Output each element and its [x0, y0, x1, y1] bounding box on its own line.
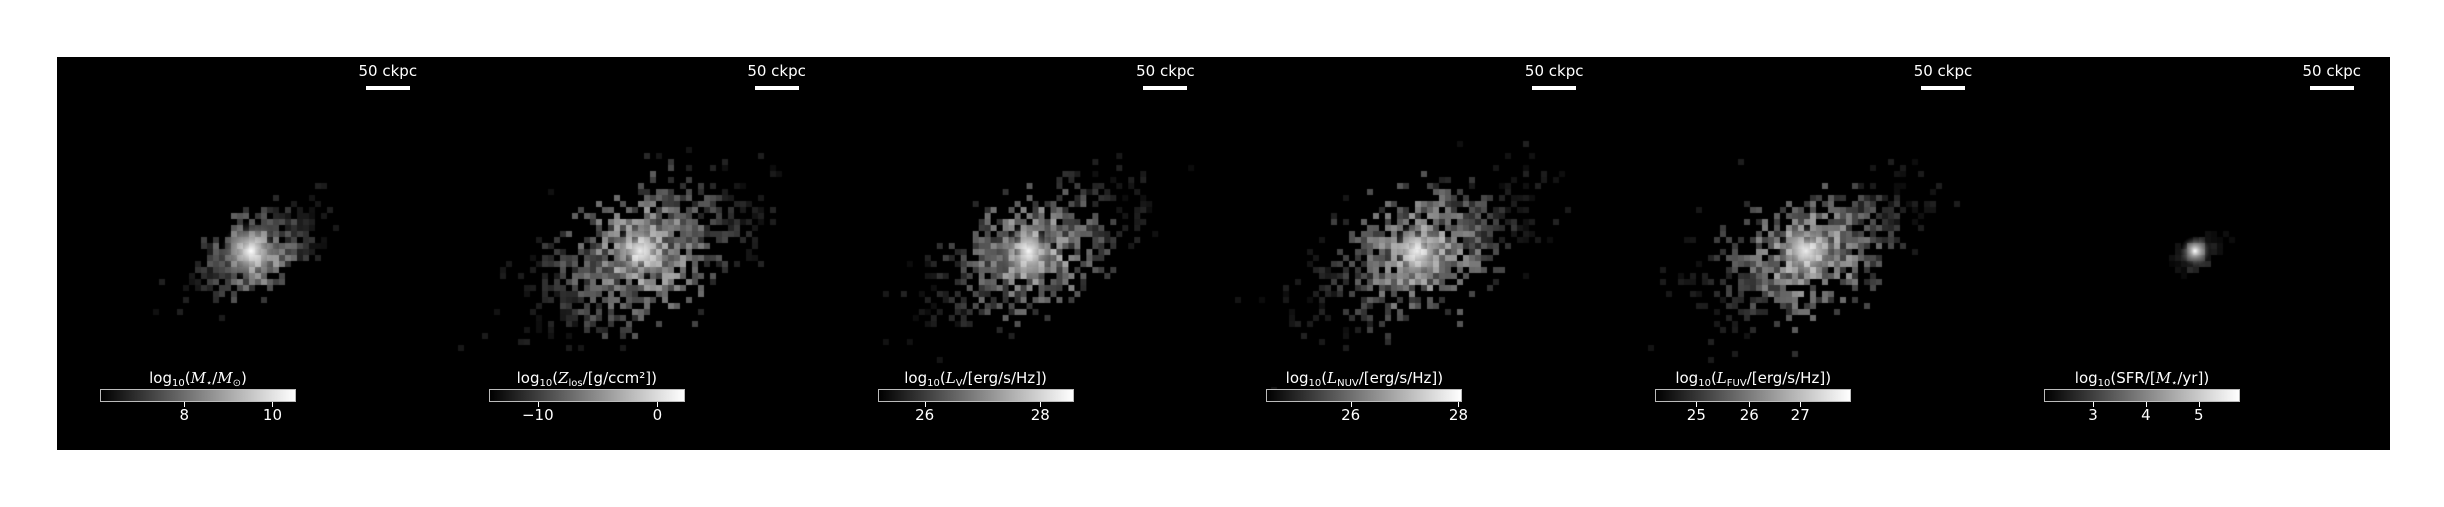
colorbar: log10(LNUV/[erg/s/Hz]) 26 28: [1266, 369, 1468, 424]
colorbar-tick: [272, 402, 274, 407]
galaxy-maps-strip: 50 ckpc log10(M⋆/M⊙) 8 10 50 ckpc log10(Z…: [57, 57, 2390, 450]
colorbar-tick-label: 28: [1448, 406, 1469, 424]
scale-bar-line: [754, 86, 799, 90]
colorbar-label: log10(LNUV/[erg/s/Hz]): [1285, 369, 1444, 389]
galaxy-map-panel-3: 50 ckpc log10(LV/[erg/s/Hz]) 26 28: [834, 57, 1224, 450]
colorbar-tick: [1458, 402, 1460, 407]
colorbar-tick: [537, 402, 539, 407]
scale-bar-label: 50 ckpc: [1524, 62, 1584, 80]
scale-bar-line: [1532, 86, 1577, 90]
colorbar-ticks: −10 0: [489, 402, 685, 424]
colorbar-tick-label: −10: [521, 406, 554, 424]
colorbar-tick-label: 28: [1030, 406, 1050, 424]
colorbar-tick: [2198, 402, 2200, 407]
colorbar-gradient: [488, 389, 685, 402]
colorbar-tick: [1800, 402, 1802, 407]
colorbar-tick-label: 3: [2088, 406, 2098, 424]
colorbar-gradient: [877, 389, 1074, 402]
colorbar-tick: [2092, 402, 2094, 407]
colorbar-label: log10(SFR/[M⋆/yr]): [2074, 369, 2210, 389]
colorbar-ticks: 3 4 5: [2044, 402, 2240, 424]
galaxy-pixel-map: [1223, 57, 1613, 450]
colorbar-ticks: 26 28: [878, 402, 1074, 424]
scale-bar-label: 50 ckpc: [358, 62, 418, 80]
colorbar-gradient: [1266, 389, 1463, 402]
colorbar-tick: [1696, 402, 1698, 407]
colorbar-label: log10(M⋆/M⊙): [149, 369, 247, 389]
colorbar-tick-label: 26: [1341, 406, 1361, 424]
scale-bar-line: [2309, 86, 2354, 90]
colorbar: log10(M⋆/M⊙) 8 10: [100, 369, 296, 424]
scale-bar-label: 50 ckpc: [1913, 62, 1973, 80]
colorbar-ticks: 26 28: [1266, 402, 1468, 424]
colorbar-tick-label: 4: [2141, 406, 2151, 424]
galaxy-map-panel-4: 50 ckpc log10(LNUV/[erg/s/Hz]) 26 28: [1223, 57, 1613, 450]
colorbar-tick-label: 5: [2194, 406, 2204, 424]
colorbar-tick: [1040, 402, 1042, 407]
colorbar-ticks: 25 26 27: [1655, 402, 1851, 424]
galaxy-pixel-map: [1612, 57, 2001, 450]
colorbar-tick-label: 25: [1686, 406, 1706, 424]
colorbar: log10(SFR/[M⋆/yr]) 3 4 5: [2043, 369, 2240, 424]
colorbar-tick: [1350, 402, 1352, 407]
colorbar-label: log10(LV/[erg/s/Hz]): [904, 369, 1047, 389]
colorbar: log10(LFUV/[erg/s/Hz]) 25 26 27: [1655, 369, 1852, 424]
galaxy-pixel-map: [57, 57, 446, 450]
scale-bar: 50 ckpc: [1903, 62, 1983, 90]
colorbar-tick: [1749, 402, 1751, 407]
scale-bar-label: 50 ckpc: [747, 62, 806, 80]
colorbar-tick-label: 26: [915, 406, 935, 424]
colorbar-gradient: [1655, 389, 1852, 402]
colorbar-label: log10(Zlos/[g/ccm²]): [516, 369, 657, 389]
galaxy-map-panel-2: 50 ckpc log10(Zlos/[g/ccm²]) −10 0: [445, 57, 835, 450]
colorbar-gradient: [2043, 389, 2240, 402]
colorbar-label: log10(LFUV/[erg/s/Hz]): [1675, 369, 1832, 389]
scale-bar: 50 ckpc: [737, 62, 817, 90]
colorbar-tick-label: 0: [652, 406, 663, 424]
colorbar-tick-label: 10: [262, 406, 283, 424]
scale-bar: 50 ckpc: [2292, 62, 2372, 90]
colorbar-tick-label: 8: [179, 406, 190, 424]
colorbar-tick: [657, 402, 659, 407]
scale-bar-line: [1920, 86, 1965, 90]
scale-bar-line: [1143, 86, 1188, 90]
scale-bar: 50 ckpc: [1125, 62, 1205, 90]
scale-bar-label: 50 ckpc: [1136, 62, 1195, 80]
galaxy-pixel-map: [834, 57, 1224, 450]
scale-bar: 50 ckpc: [1514, 62, 1594, 90]
colorbar-tick-label: 26: [1739, 406, 1759, 424]
scale-bar: 50 ckpc: [348, 62, 428, 90]
colorbar-tick-label: 27: [1790, 406, 1810, 424]
scale-bar-line: [365, 86, 410, 90]
colorbar-ticks: 8 10: [100, 402, 296, 424]
galaxy-pixel-map: [445, 57, 835, 450]
colorbar: log10(Zlos/[g/ccm²]) −10 0: [488, 369, 685, 424]
galaxy-pixel-map: [2000, 57, 2390, 450]
scale-bar-label: 50 ckpc: [2302, 62, 2362, 80]
colorbar-tick: [924, 402, 926, 407]
colorbar: log10(LV/[erg/s/Hz]) 26 28: [877, 369, 1074, 424]
colorbar-gradient: [100, 389, 296, 402]
colorbar-tick: [2145, 402, 2147, 407]
colorbar-tick: [184, 402, 186, 407]
galaxy-map-panel-1: 50 ckpc log10(M⋆/M⊙) 8 10: [57, 57, 446, 450]
galaxy-map-panel-5: 50 ckpc log10(LFUV/[erg/s/Hz]) 25 26 27: [1612, 57, 2001, 450]
galaxy-map-panel-6: 50 ckpc log10(SFR/[M⋆/yr]) 3 4 5: [2000, 57, 2390, 450]
